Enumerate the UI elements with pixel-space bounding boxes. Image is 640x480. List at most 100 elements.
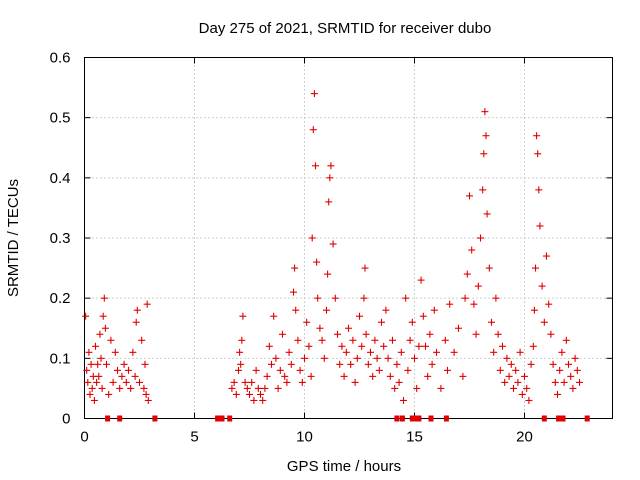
data-point — [479, 186, 487, 194]
data-point — [290, 288, 297, 296]
data-point — [265, 342, 273, 350]
y-tick-label: 0.5 — [50, 110, 71, 127]
data-point — [483, 210, 491, 218]
data-point — [545, 300, 553, 308]
data-point — [334, 330, 341, 338]
data-point — [138, 336, 146, 344]
zero-data-point — [428, 415, 434, 422]
data-point — [428, 360, 436, 368]
data-point — [422, 342, 429, 350]
data-point — [127, 384, 135, 392]
data-point — [512, 366, 520, 374]
data-point — [338, 342, 346, 350]
data-point — [109, 378, 117, 386]
zero-data-point — [584, 415, 590, 422]
data-point — [480, 150, 488, 158]
data-point — [386, 372, 394, 380]
data-point — [474, 282, 482, 290]
data-point — [477, 234, 484, 242]
data-point — [353, 354, 361, 362]
data-point — [236, 348, 244, 356]
data-point — [85, 348, 93, 356]
data-point — [433, 348, 440, 356]
data-point — [140, 384, 148, 392]
zero-data-point — [105, 415, 111, 422]
data-point — [441, 336, 449, 344]
data-point — [241, 378, 249, 386]
data-point — [279, 330, 286, 338]
data-point — [285, 348, 293, 356]
data-point — [307, 372, 315, 380]
data-point — [499, 342, 506, 350]
data-point — [238, 336, 246, 344]
data-point — [391, 384, 399, 392]
data-point — [336, 360, 344, 368]
axis-ticks: 0 0.1 0.2 0.3 0.4 0.5 0.6 0 5 10 15 20 — [50, 50, 613, 446]
data-point — [488, 318, 495, 326]
chart-title: Day 275 of 2021, SRMTID for receiver dub… — [199, 20, 492, 37]
data-point — [310, 90, 318, 98]
data-point — [314, 294, 322, 302]
data-point — [505, 372, 513, 380]
data-point — [523, 384, 531, 392]
data-point — [232, 390, 240, 398]
zero-data-point — [560, 415, 566, 422]
zero-data-point — [409, 415, 415, 422]
data-point — [358, 342, 366, 350]
data-point — [402, 294, 410, 302]
data-point — [424, 372, 432, 380]
zero-data-point — [215, 415, 221, 422]
data-point — [384, 354, 392, 362]
data-point — [482, 132, 490, 140]
data-point — [450, 348, 458, 356]
data-point — [82, 312, 90, 320]
y-tick-label: 0.2 — [50, 290, 71, 307]
data-point — [325, 198, 333, 206]
data-point — [413, 384, 421, 392]
data-point — [270, 312, 278, 320]
data-point — [533, 132, 541, 140]
data-point — [389, 336, 396, 344]
data-point — [430, 306, 438, 314]
data-point — [404, 366, 412, 374]
data-point — [274, 384, 282, 392]
x-tick-label: 0 — [80, 429, 88, 446]
data-point — [291, 264, 299, 272]
data-point — [562, 336, 570, 344]
data-point — [252, 366, 260, 374]
data-point — [510, 384, 517, 392]
data-point — [276, 366, 284, 374]
data-point — [97, 354, 105, 362]
grid-lines — [84, 57, 613, 419]
data-point — [371, 336, 379, 344]
data-point — [496, 366, 504, 374]
zero-data-point — [443, 415, 449, 422]
data-point — [470, 300, 478, 308]
data-point — [331, 294, 339, 302]
data-point — [501, 378, 509, 386]
data-point — [406, 336, 414, 344]
data-point — [362, 330, 370, 338]
data-point — [107, 336, 115, 344]
data-point — [540, 318, 548, 326]
data-point — [360, 294, 368, 302]
data-point — [521, 372, 528, 380]
data-point — [349, 336, 357, 344]
data-point — [99, 312, 107, 320]
data-point — [551, 378, 559, 386]
data-point — [437, 384, 445, 392]
data-point — [84, 378, 92, 386]
data-point — [142, 390, 150, 398]
data-point — [86, 390, 94, 398]
data-point — [514, 378, 522, 386]
data-point — [101, 324, 109, 332]
data-point — [120, 360, 128, 368]
data-point — [543, 252, 550, 260]
data-point — [356, 312, 363, 320]
data-point — [444, 366, 451, 374]
x-tick-label: 5 — [190, 429, 198, 446]
data-point — [88, 384, 96, 392]
data-point — [459, 372, 467, 380]
y-tick-label: 0.3 — [50, 230, 71, 247]
data-point — [318, 336, 326, 344]
